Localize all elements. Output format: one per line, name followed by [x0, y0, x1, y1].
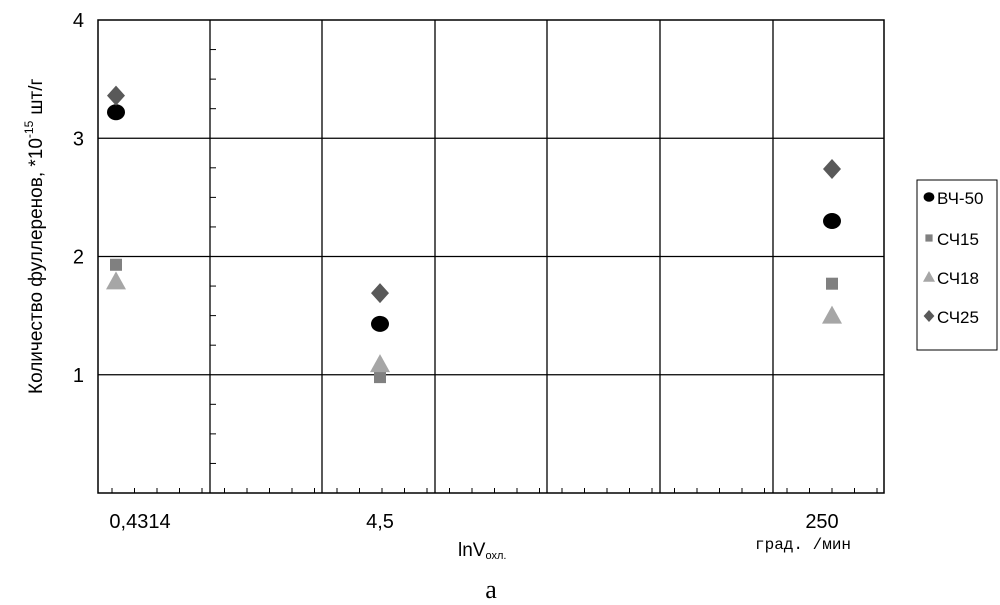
legend-marker — [925, 234, 933, 242]
x-axis-title: lnVохл. — [458, 540, 506, 562]
data-point — [107, 85, 125, 106]
data-point — [371, 283, 389, 304]
grid-layer — [98, 20, 884, 493]
data-point — [106, 271, 126, 290]
y-tick-label: 1 — [73, 365, 84, 387]
y-axis-title-units: шт/г — [26, 78, 47, 114]
legend-marker — [923, 310, 935, 322]
x-axis-title-subscript: охл. — [485, 550, 506, 562]
legend-marker — [923, 271, 935, 282]
legend-label: ВЧ-50 — [937, 189, 983, 208]
data-point — [370, 354, 390, 373]
y-axis-title-exponent: -15 — [22, 120, 36, 138]
plot-frame — [97, 19, 885, 494]
data-point — [823, 158, 841, 179]
y-axis-title-text: Количество фуллеренов, *10 — [26, 138, 47, 394]
y-tick-labels: 1 2 3 4 — [73, 10, 84, 387]
x-axis-title-text: lnV — [458, 540, 486, 561]
y-tick-label: 3 — [73, 128, 84, 150]
data-point — [823, 213, 841, 230]
legend: ВЧ-50 СЧ15 СЧ18 СЧ25 — [916, 179, 998, 351]
data-point — [826, 277, 838, 290]
data-points — [106, 85, 842, 384]
data-point — [822, 305, 842, 324]
y-tick-label: 2 — [73, 247, 84, 269]
minor-ticks — [111, 49, 878, 493]
data-point — [107, 104, 125, 121]
y-axis-title: Количество фуллеренов, *10-15 шт/г — [22, 78, 47, 394]
legend-label: СЧ25 — [937, 308, 979, 327]
x-axis-units: град. /мин — [755, 536, 851, 554]
data-point — [110, 258, 122, 271]
x-tick-labels: 0,4314 4,5 250 — [109, 511, 838, 533]
legend-items: ВЧ-50 СЧ15 СЧ18 СЧ25 — [923, 189, 983, 327]
x-tick-label: 250 — [805, 511, 838, 533]
legend-label: СЧ18 — [937, 269, 979, 288]
legend-box — [916, 179, 998, 351]
legend-label: СЧ15 — [937, 230, 979, 249]
y-tick-label: 4 — [73, 10, 84, 32]
data-point — [374, 371, 386, 384]
figure-caption: а — [485, 575, 497, 604]
x-tick-label: 4,5 — [366, 511, 394, 533]
legend-marker — [923, 192, 935, 202]
x-tick-label: 0,4314 — [109, 511, 170, 533]
data-point — [371, 315, 389, 332]
